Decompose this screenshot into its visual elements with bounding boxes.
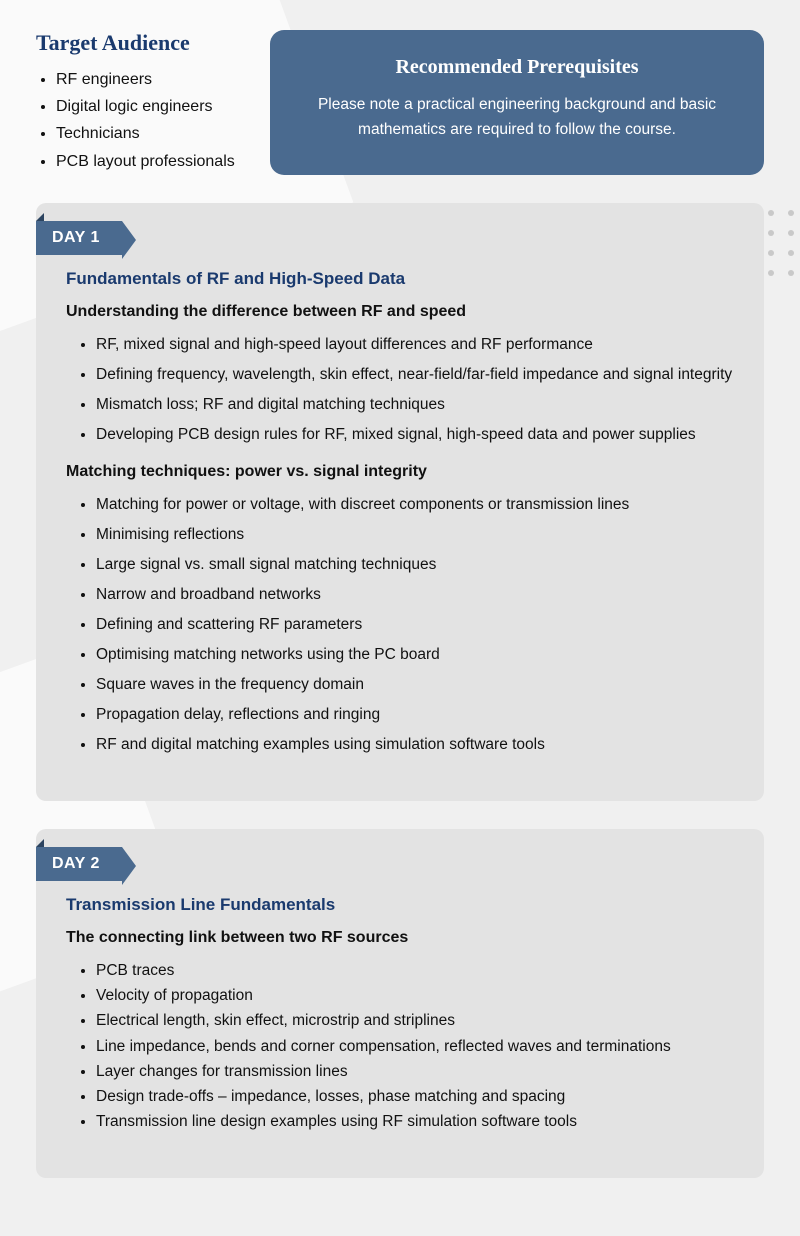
day2-tab: DAY 2 [36, 847, 122, 881]
list-item: Digital logic engineers [56, 93, 246, 120]
list-item: Defining frequency, wavelength, skin eff… [96, 363, 734, 387]
day1-list-2: Matching for power or voltage, with disc… [66, 493, 734, 757]
audience-heading: Target Audience [36, 30, 246, 56]
list-item: Optimising matching networks using the P… [96, 643, 734, 667]
list-item: Mismatch loss; RF and digital matching t… [96, 393, 734, 417]
list-item: Propagation delay, reflections and ringi… [96, 703, 734, 727]
list-item: Layer changes for transmission lines [96, 1060, 734, 1083]
list-item: Narrow and broadband networks [96, 583, 734, 607]
list-item: Matching for power or voltage, with disc… [96, 493, 734, 517]
target-audience-block: Target Audience RF engineers Digital log… [36, 30, 246, 175]
day1-list-1: RF, mixed signal and high-speed layout d… [66, 333, 734, 447]
list-item: RF, mixed signal and high-speed layout d… [96, 333, 734, 357]
list-item: Design trade-offs – impedance, losses, p… [96, 1085, 734, 1108]
list-item: Square waves in the frequency domain [96, 673, 734, 697]
day1-subhead-1: Understanding the difference between RF … [66, 303, 734, 321]
list-item: Defining and scattering RF parameters [96, 613, 734, 637]
prereq-heading: Recommended Prerequisites [300, 56, 734, 79]
list-item: RF and digital matching examples using s… [96, 733, 734, 757]
day1-title: Fundamentals of RF and High-Speed Data [66, 269, 734, 289]
list-item: RF engineers [56, 66, 246, 93]
day1-tab: DAY 1 [36, 221, 122, 255]
list-item: Transmission line design examples using … [96, 1110, 734, 1133]
list-item: Electrical length, skin effect, microstr… [96, 1009, 734, 1032]
list-item: Minimising reflections [96, 523, 734, 547]
list-item: Line impedance, bends and corner compens… [96, 1035, 734, 1058]
list-item: Velocity of propagation [96, 984, 734, 1007]
day2-subhead-1: The connecting link between two RF sourc… [66, 929, 734, 947]
day2-title: Transmission Line Fundamentals [66, 895, 734, 915]
list-item: Technicians [56, 120, 246, 147]
day2-card: DAY 2 Transmission Line Fundamentals The… [36, 829, 764, 1178]
prereq-body: Please note a practical engineering back… [300, 93, 734, 143]
list-item: PCB traces [96, 959, 734, 982]
list-item: Developing PCB design rules for RF, mixe… [96, 423, 734, 447]
prerequisites-panel: Recommended Prerequisites Please note a … [270, 30, 764, 175]
list-item: Large signal vs. small signal matching t… [96, 553, 734, 577]
audience-list: RF engineers Digital logic engineers Tec… [36, 66, 246, 175]
day1-card: DAY 1 Fundamentals of RF and High-Speed … [36, 203, 764, 801]
day1-subhead-2: Matching techniques: power vs. signal in… [66, 463, 734, 481]
day2-list-1: PCB traces Velocity of propagation Elect… [66, 959, 734, 1134]
list-item: PCB layout professionals [56, 148, 246, 175]
